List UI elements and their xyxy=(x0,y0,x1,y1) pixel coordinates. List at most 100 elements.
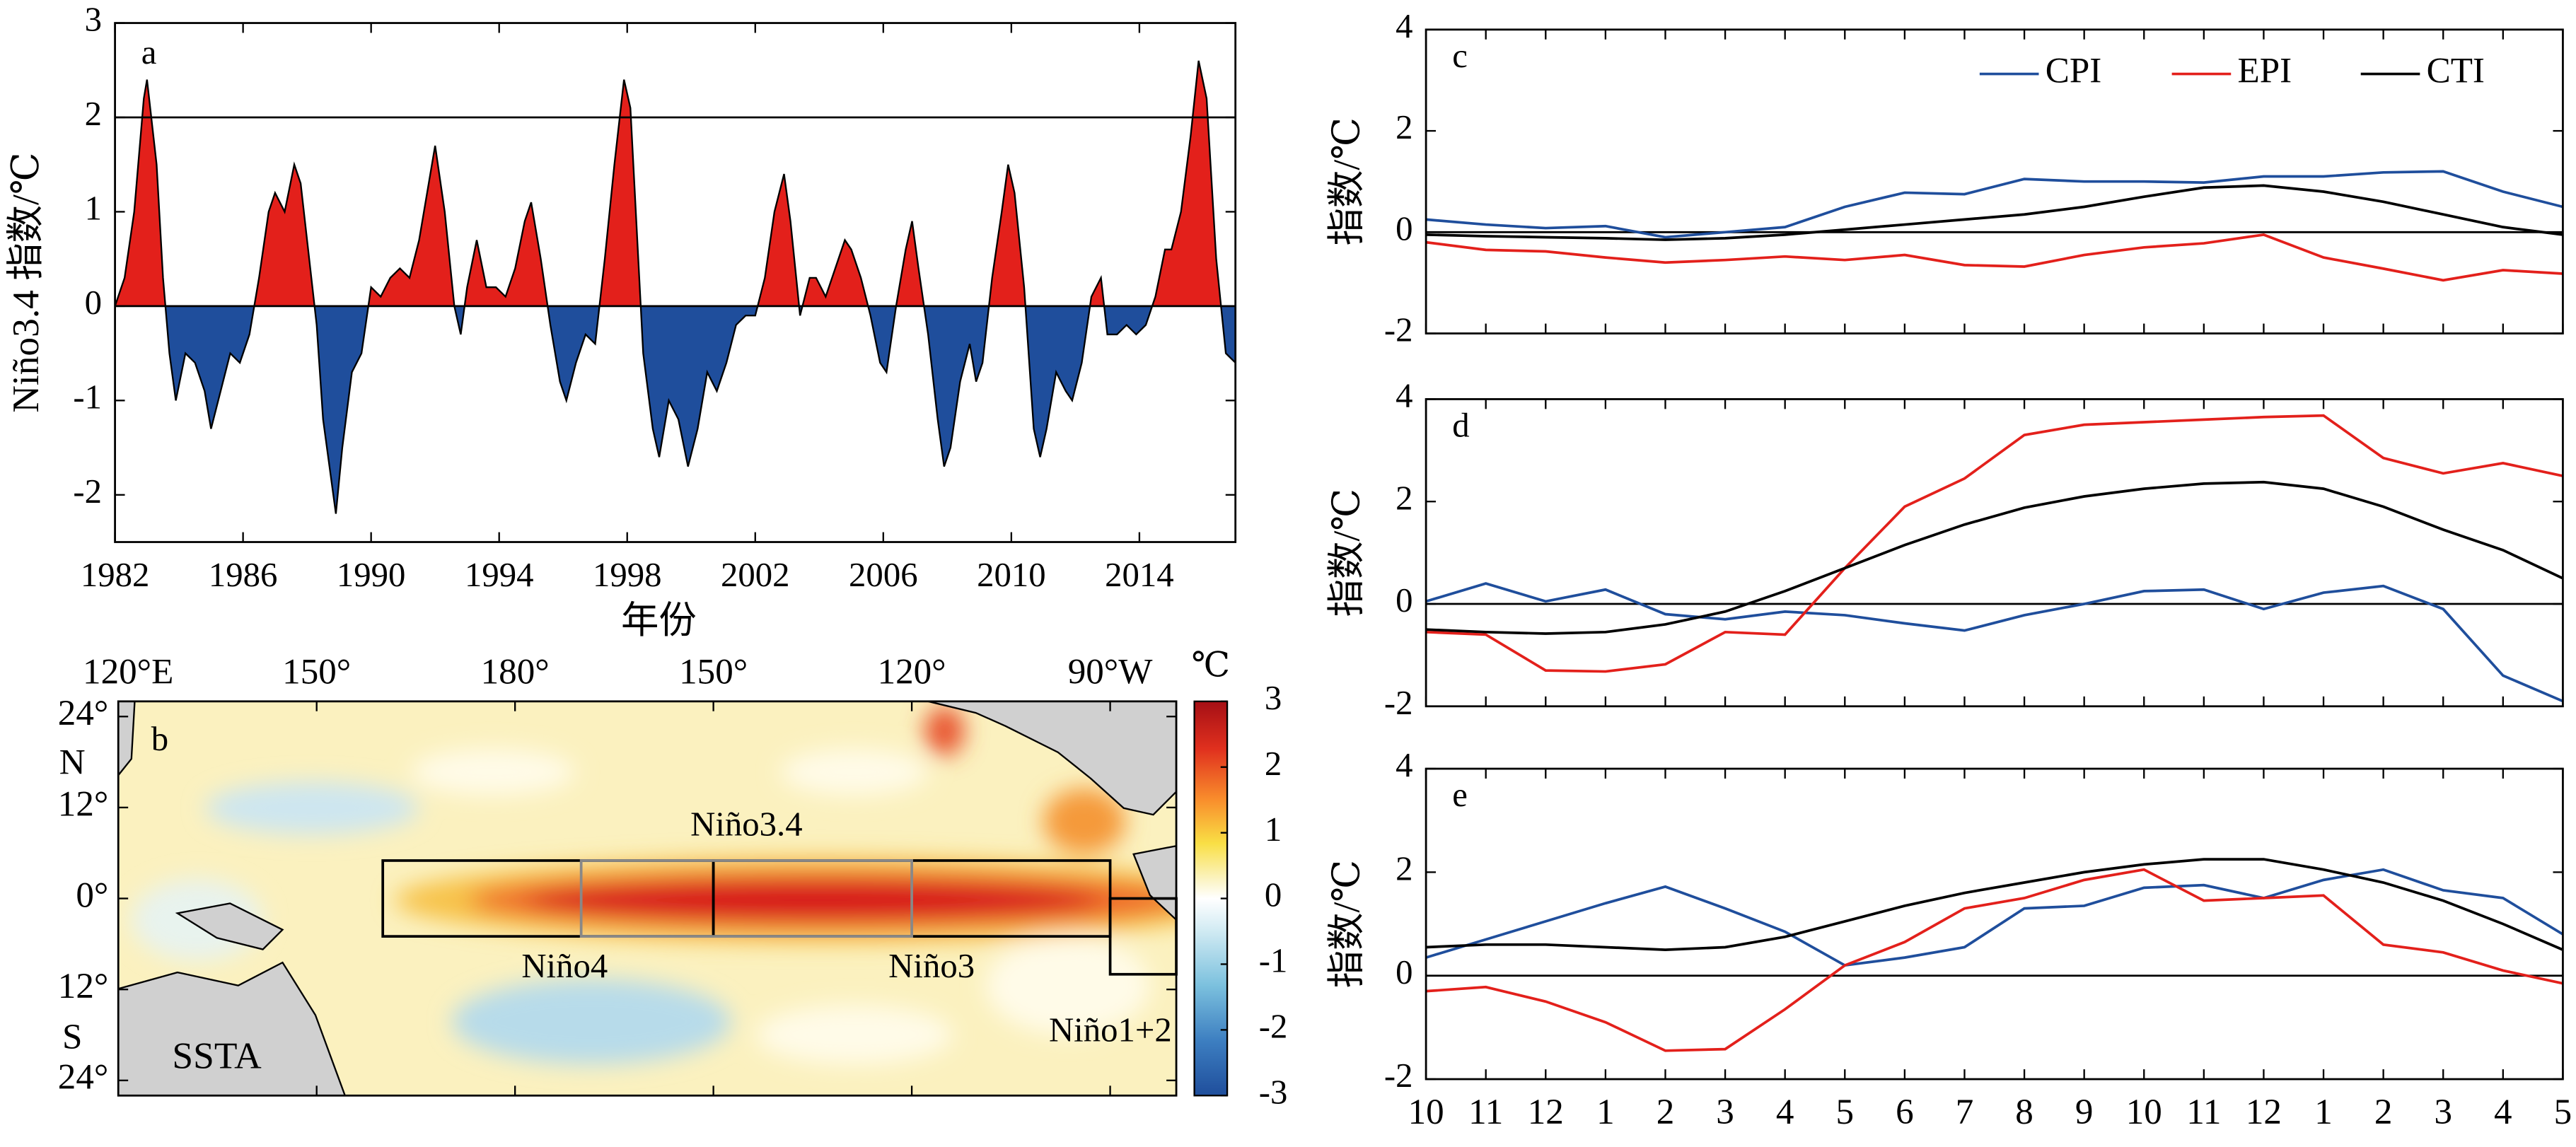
x-tick-label: 11 xyxy=(2186,1092,2221,1132)
y-tick-label: -2 xyxy=(1384,684,1413,722)
x-tick-label: 12 xyxy=(2246,1092,2282,1132)
series-line xyxy=(1425,868,2564,967)
x-tick-label: 2002 xyxy=(721,556,790,594)
x-tick-label: 4 xyxy=(1776,1092,1794,1132)
north-america xyxy=(928,701,1177,816)
x-tick-label: 3 xyxy=(2434,1092,2452,1132)
x-tick-label: 1 xyxy=(2314,1092,2333,1132)
axes-frame xyxy=(1425,28,2564,334)
series-line xyxy=(1426,480,2564,635)
negative-area xyxy=(115,305,1236,514)
x-tick-label: 1 xyxy=(1596,1092,1615,1132)
region-label: Niño3 xyxy=(888,947,975,985)
x-tick-label: 4 xyxy=(2494,1092,2512,1132)
x-tick-label: 8 xyxy=(2015,1092,2033,1132)
x-tick-label: 2014 xyxy=(1105,556,1174,594)
y-tick-label: 0 xyxy=(1396,953,1412,991)
x-tick-label: 120° xyxy=(878,651,946,692)
y-axis-label: 指数/℃ xyxy=(1325,860,1368,988)
panel-label: e xyxy=(1452,776,1468,814)
x-tick-label: 12 xyxy=(1528,1092,1564,1132)
x-tick-label: 2 xyxy=(1657,1092,1675,1132)
y-tick-label: 1 xyxy=(85,190,102,228)
y-tick-label: 24° xyxy=(58,693,109,733)
nino-region xyxy=(579,859,913,938)
y-tick-label: 2 xyxy=(1396,850,1412,888)
y-tick-label: 0 xyxy=(1396,209,1412,248)
panel-label: d xyxy=(1452,406,1469,444)
hemisphere-label: S xyxy=(62,1017,82,1057)
colorbar-tick-label: -2 xyxy=(1259,1008,1288,1046)
x-tick-label: 11 xyxy=(1468,1092,1503,1132)
colorbar-tick-label: 1 xyxy=(1265,810,1282,849)
x-tick-label: 7 xyxy=(1956,1092,1974,1132)
colorbar-tick-label: 2 xyxy=(1265,745,1282,783)
y-tick-label: -2 xyxy=(1384,311,1413,349)
x-tick-label: 5 xyxy=(2554,1092,2572,1132)
x-tick-label: 1994 xyxy=(465,556,534,594)
legend-label: CTI xyxy=(2427,50,2485,91)
x-tick-label: 180° xyxy=(481,651,550,692)
x-tick-label: 2006 xyxy=(849,556,918,594)
x-tick-label: 1982 xyxy=(81,556,150,594)
colorbar-tick-label: -3 xyxy=(1259,1073,1288,1111)
x-tick-label: 1990 xyxy=(337,556,406,594)
y-tick-label: 3 xyxy=(85,1,102,39)
legend-label: EPI xyxy=(2238,50,2292,91)
x-tick-label: 9 xyxy=(2075,1092,2094,1132)
x-tick-label: 120°E xyxy=(83,651,173,692)
series-line xyxy=(1425,868,2563,1052)
colorbar-tick-label: -1 xyxy=(1259,942,1288,980)
x-tick-label: 10 xyxy=(2126,1092,2162,1132)
y-axis-label: 指数/℃ xyxy=(1325,489,1368,617)
y-tick-label: 0 xyxy=(85,284,102,322)
x-tick-label: 2 xyxy=(2374,1092,2393,1132)
series-line xyxy=(1426,184,2563,241)
y-tick-label: -2 xyxy=(1384,1056,1413,1095)
colorbar-tick-label: 3 xyxy=(1265,679,1282,717)
y-tick-label: 2 xyxy=(85,95,102,133)
region-label: Niño4 xyxy=(521,947,608,985)
y-tick-label: 0° xyxy=(76,875,108,915)
y-tick-label: 4 xyxy=(1396,7,1412,45)
y-tick-label: 2 xyxy=(1396,479,1412,517)
y-tick-label: 0 xyxy=(1396,581,1412,619)
y-tick-label: -2 xyxy=(73,472,102,511)
x-tick-label: 2010 xyxy=(977,556,1046,594)
panel-label: b xyxy=(151,720,168,758)
x-tick-label: 6 xyxy=(1896,1092,1914,1132)
series-line xyxy=(1425,170,2563,239)
map-frame xyxy=(117,700,1178,1097)
panel-label: a xyxy=(141,33,157,71)
x-tick-label: 5 xyxy=(1836,1092,1855,1132)
x-tick-label: 1998 xyxy=(593,556,662,594)
x-tick-label: 1986 xyxy=(209,556,278,594)
x-tick-label: 3 xyxy=(1716,1092,1734,1132)
y-tick-label: 12° xyxy=(58,784,109,825)
y-tick-label: 24° xyxy=(58,1057,109,1097)
series-line xyxy=(1425,233,2563,282)
colorbar-tick-label: 0 xyxy=(1265,876,1282,914)
colorbar-unit: ℃ xyxy=(1192,646,1231,685)
series-line xyxy=(1426,858,2564,951)
south-america xyxy=(1132,845,1177,921)
region-label: Niño1+2 xyxy=(1049,1011,1172,1049)
australia xyxy=(118,961,347,1096)
region-label: Niño3.4 xyxy=(690,805,803,844)
x-tick-label: 90°W xyxy=(1068,651,1154,692)
y-tick-label: -1 xyxy=(73,378,102,417)
x-tick-label: 150° xyxy=(679,651,748,692)
x-axis-label: 年份 xyxy=(621,599,697,641)
y-tick-label: 4 xyxy=(1396,746,1412,784)
y-tick-label: 4 xyxy=(1396,377,1412,415)
series-line xyxy=(1426,414,2563,673)
new-guinea xyxy=(175,902,284,950)
axes-frame xyxy=(1425,398,2564,708)
corner-label: SSTA xyxy=(172,1034,262,1076)
hemisphere-label: N xyxy=(59,743,86,783)
y-tick-label: 12° xyxy=(58,966,109,1006)
y-tick-label: 2 xyxy=(1396,108,1412,146)
index-line xyxy=(114,60,1236,514)
